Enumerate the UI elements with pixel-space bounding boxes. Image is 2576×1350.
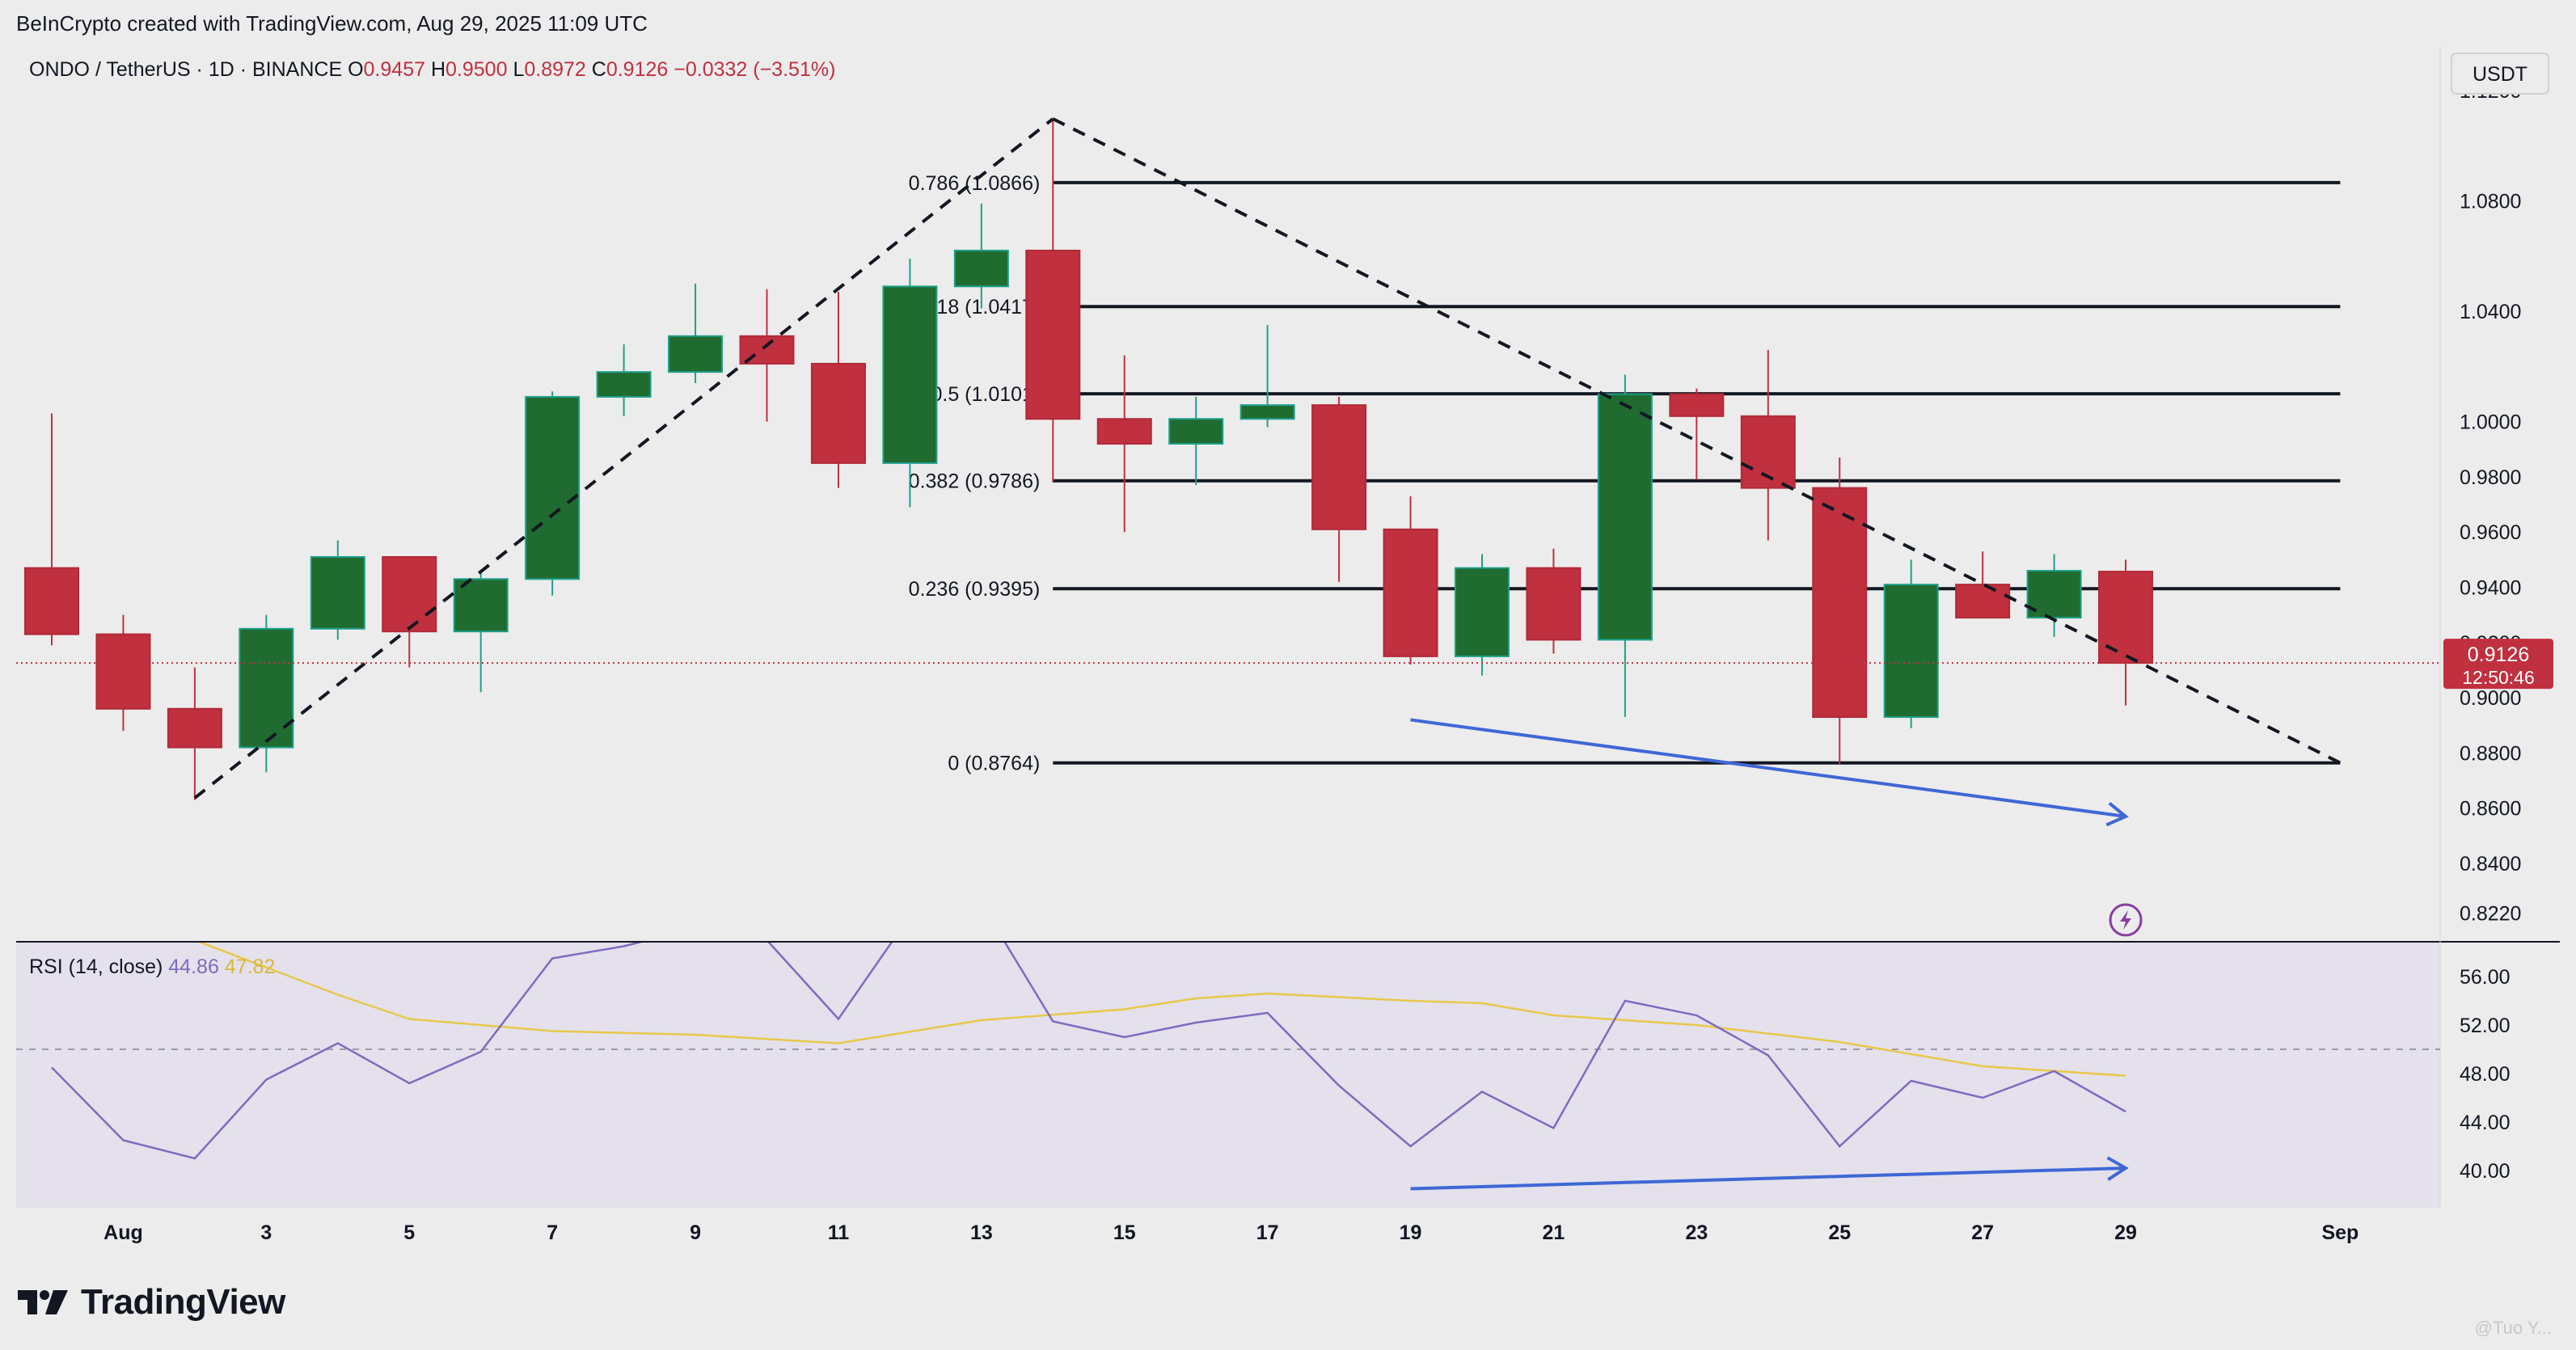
- fib-level-label: 0 (0.8764): [948, 753, 1040, 775]
- time-tick-label: 11: [828, 1221, 850, 1244]
- time-tick-label: 9: [690, 1221, 701, 1244]
- symbol-legend: ONDO / TetherUS · 1D · BINANCE O0.9457 H…: [29, 58, 835, 81]
- price-tick-label: 0.8400: [2460, 853, 2521, 875]
- candle-body[interactable]: [239, 627, 294, 749]
- time-tick-label: 25: [1828, 1221, 1851, 1244]
- price-tick-label: 1.0400: [2460, 301, 2521, 323]
- rsi-tick-label: 44.00: [2460, 1112, 2511, 1134]
- time-tick-label: 29: [2114, 1221, 2137, 1244]
- candle-body[interactable]: [167, 707, 222, 749]
- candle-body[interactable]: [1383, 528, 1438, 657]
- candle-body[interactable]: [953, 249, 1009, 288]
- price-divergence-arrow[interactable]: [1410, 718, 2126, 818]
- time-tick-label: Aug: [103, 1221, 143, 1244]
- rsi-tick-label: 52.00: [2460, 1015, 2511, 1037]
- candle-body[interactable]: [1168, 418, 1224, 445]
- chart-svg: 1.12001.08001.04001.00000.98000.96000.94…: [16, 47, 2560, 1244]
- time-tick-label: 7: [547, 1221, 558, 1244]
- candle-body[interactable]: [1239, 404, 1295, 420]
- price-tick-label: 0.9800: [2460, 466, 2521, 489]
- candle-body[interactable]: [24, 567, 79, 635]
- rsi-divergence-arrow-head: [2106, 1156, 2129, 1181]
- last-price-value: 0.9126: [2468, 643, 2529, 666]
- candle-body[interactable]: [310, 555, 365, 630]
- watermark: @Tuo Y...: [2474, 1318, 2552, 1338]
- tradingview-brand: TradingView: [81, 1282, 285, 1322]
- price-tick-label: 0.8220: [2460, 903, 2521, 926]
- lightning-alert-icon[interactable]: [2109, 903, 2143, 937]
- chart-credit: BeInCrypto created with TradingView.com,…: [16, 11, 648, 36]
- rsi-tick-label: 48.00: [2460, 1063, 2511, 1086]
- price-tick-label: 1.0000: [2460, 411, 2521, 434]
- time-tick-label: 17: [1256, 1221, 1279, 1244]
- currency-button-label: USDT: [2473, 63, 2527, 86]
- fib-level-label: 0.5 (1.0101): [931, 383, 1040, 406]
- candle-body[interactable]: [1526, 567, 1581, 641]
- rsi-divergence-arrow[interactable]: [1410, 1166, 2126, 1191]
- price-tick-label: 0.9400: [2460, 577, 2521, 600]
- time-tick-label: 27: [1971, 1221, 1994, 1244]
- candle-body[interactable]: [882, 285, 938, 464]
- candle-body[interactable]: [1669, 393, 1725, 417]
- price-divergence-arrow-head: [2105, 801, 2129, 827]
- candle-body[interactable]: [1812, 487, 1868, 719]
- candle-body[interactable]: [453, 578, 509, 633]
- candle-body[interactable]: [596, 371, 652, 398]
- time-tick-label: 19: [1400, 1221, 1422, 1244]
- candle-body[interactable]: [668, 335, 724, 373]
- candle-body[interactable]: [382, 555, 437, 633]
- lightning-glyph: [2120, 910, 2132, 930]
- tradingview-logo-icon: [18, 1290, 68, 1314]
- last-price-tag: [2443, 639, 2553, 690]
- tradingview-logo[interactable]: TradingView: [18, 1282, 285, 1323]
- price-tick-label: 1.0800: [2460, 190, 2521, 213]
- time-tick-label: 3: [260, 1221, 272, 1244]
- time-tick-label: 15: [1113, 1221, 1136, 1244]
- candle-body[interactable]: [1883, 584, 1939, 719]
- time-tick-label: 13: [970, 1221, 993, 1244]
- fib-level-label: 0.786 (1.0866): [909, 172, 1041, 195]
- candle-body[interactable]: [1025, 249, 1081, 420]
- rsi-legend: RSI (14, close) 44.86 47.82: [29, 956, 275, 978]
- currency-button[interactable]: [2451, 53, 2549, 95]
- candle-body[interactable]: [95, 633, 151, 710]
- fib-level-label: 0.236 (0.9395): [909, 578, 1041, 601]
- price-tick-label: 0.9000: [2460, 687, 2521, 710]
- rsi-tick-label: 56.00: [2460, 966, 2511, 989]
- chart-frame: 1.12001.08001.04001.00000.98000.96000.94…: [16, 47, 2560, 1251]
- rsi-pane: [16, 943, 2440, 1208]
- candle-body[interactable]: [810, 362, 866, 464]
- time-tick-label: 21: [1543, 1221, 1565, 1244]
- time-tick-label: 5: [403, 1221, 415, 1244]
- price-tick-label: 0.9600: [2460, 521, 2521, 544]
- time-tick-label: 23: [1685, 1221, 1708, 1244]
- bar-countdown: 12:50:46: [2462, 667, 2535, 688]
- price-tick-label: 0.8600: [2460, 798, 2521, 821]
- candle-body[interactable]: [1311, 404, 1367, 530]
- candle-body[interactable]: [1597, 393, 1653, 641]
- candle-body[interactable]: [1096, 418, 1152, 445]
- rsi-tick-label: 40.00: [2460, 1160, 2511, 1183]
- candle-body[interactable]: [1955, 584, 2011, 619]
- candle-body[interactable]: [1455, 567, 1510, 657]
- candle-body[interactable]: [2098, 571, 2154, 664]
- price-tick-label: 0.8800: [2460, 742, 2521, 765]
- price-pane: [16, 47, 2440, 941]
- fib-level-label: 0.382 (0.9786): [909, 470, 1041, 493]
- time-tick-label: Sep: [2321, 1221, 2359, 1244]
- rsi-line[interactable]: [51, 904, 2126, 1160]
- dashed-trend-line[interactable]: [193, 117, 1054, 799]
- candle-body[interactable]: [525, 395, 581, 580]
